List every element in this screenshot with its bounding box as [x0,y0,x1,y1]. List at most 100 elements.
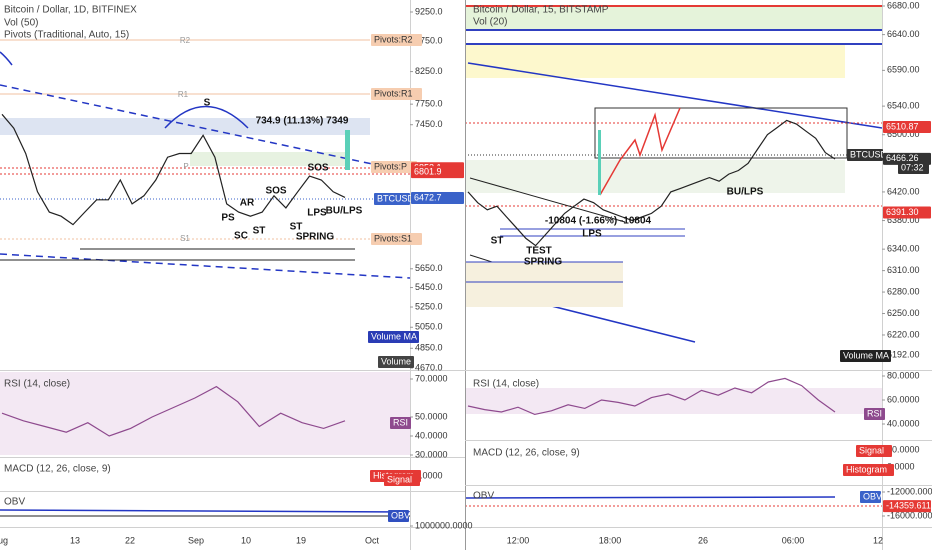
annotation: SPRING [296,232,335,243]
tick-label: 8250.0 [415,66,443,76]
tick-label: 30.0000 [415,449,448,459]
tick-label: 7450.0 [415,119,443,129]
obv-line [0,509,411,513]
tick-label: 5450.0 [415,282,443,292]
rsi-band [0,372,410,455]
annotation: BU/LPS [727,187,764,198]
price-tag [384,474,420,486]
price-tag-label: BTCUSD [377,193,415,203]
tick-label: 6590.00 [887,65,920,75]
price-tag-label: -14359.6117 [886,501,932,511]
price-tag [847,149,883,161]
annotation: R2 [180,36,191,45]
rsi-band [465,388,882,414]
pane-label: RSI (14, close) [4,379,70,390]
price-tag-label: Signal [387,474,412,484]
annotation: LPS [582,229,602,240]
tick-label: 6340.00 [887,244,920,254]
tick-label: 5250.0 [415,301,443,311]
tick-label: 6640.00 [887,29,920,39]
price-tag [843,464,894,476]
pane-label: MACD (12, 26, close, 9) [473,448,580,459]
zone [465,160,845,193]
time-label: 13 [70,535,80,545]
tick-label: 60.0000 [887,394,920,404]
annotation: LPS [307,208,327,219]
obv-line [464,496,836,499]
annotation: BU/LPS [326,206,363,217]
chart-title: Bitcoin / Dollar, 1D, BITFINEX [4,5,137,16]
annotation: -10804 (-1.66%) -10804 [545,216,652,227]
tick-label: 40.0000 [887,418,920,428]
time-label: Sep [188,535,204,545]
annotation: S1 [180,234,190,243]
price-tag-label: 6466.26 [886,153,919,163]
trend-line [0,84,411,173]
price-tag [864,408,885,420]
price-tag [840,350,891,362]
tick-label: -16000.0000 [887,510,932,520]
trend-line [467,62,883,129]
price-tag-label: Signal [859,445,884,455]
price-tag-label: 07:32 [901,162,924,172]
annotation: ST [253,226,266,237]
tick-label: 6500.00 [887,129,920,139]
price-tag-label: Volume MA [843,350,889,360]
pane-label: MACD (12, 26, close, 9) [4,464,111,475]
price-tag [371,34,422,46]
tick-label: 7750.0 [415,99,443,109]
tick-label: 6220.00 [887,329,920,339]
tick-label: 6250.00 [887,308,920,318]
price-tag [371,233,422,245]
annotation: P [183,162,188,171]
time-label: 26 [698,535,708,545]
annotation: SC [234,231,248,242]
chart-title: Bitcoin / Dollar, 15, BITSTAMP [473,5,609,16]
time-label: 18:00 [599,535,622,545]
rsi-line [467,377,836,416]
price-tag [883,152,931,165]
pane-label: OBV [4,497,25,508]
price-tag [883,206,931,219]
price-tag-label: Volume MA [371,331,417,341]
annotation: SPRING [524,257,563,268]
tick-label: 6420.00 [887,186,920,196]
pane-label: RSI (14, close) [473,379,539,390]
price-tag [390,417,411,429]
left-decor [0,39,411,517]
price-tag-label: BTCUSD [850,149,888,159]
right-decor [464,5,932,507]
tick-label: 6680.00 [887,0,920,10]
time-label: 12:00 [507,535,530,545]
pane-label: OBV [473,491,494,502]
price-tag [378,356,414,368]
time-label: Oct [365,535,380,545]
rsi-line [1,385,346,437]
price-tag [374,193,410,205]
tick-label: 9250.0 [415,6,443,16]
tick-label: -12000.0000 [887,486,932,496]
price-tag-label: 6801.9 [414,167,442,177]
tick-label: 0.0000 [887,461,915,471]
price-tag [898,162,929,174]
zone [465,6,882,30]
tick-label: 6280.00 [887,286,920,296]
tick-label: 50.0000 [415,411,448,421]
indicator-label: Vol (50) [4,18,38,29]
tick-label: 8750.0 [415,35,443,45]
time-label: 22 [125,535,135,545]
price-tag-label: RSI [867,408,882,418]
trend-line [469,177,626,223]
time-label: 06:00 [782,535,805,545]
annotation: ST [491,236,504,247]
price-tag [883,120,931,133]
price-tag-label: Histogram [846,464,887,474]
price-tag [388,510,409,522]
tick-label: 20.0000 [887,444,920,454]
annotation: AR [240,198,255,209]
price-tag [411,166,464,179]
price-line [1,113,346,226]
annotation: ST [290,222,303,233]
price-tag-label: 6391.30 [886,207,919,217]
